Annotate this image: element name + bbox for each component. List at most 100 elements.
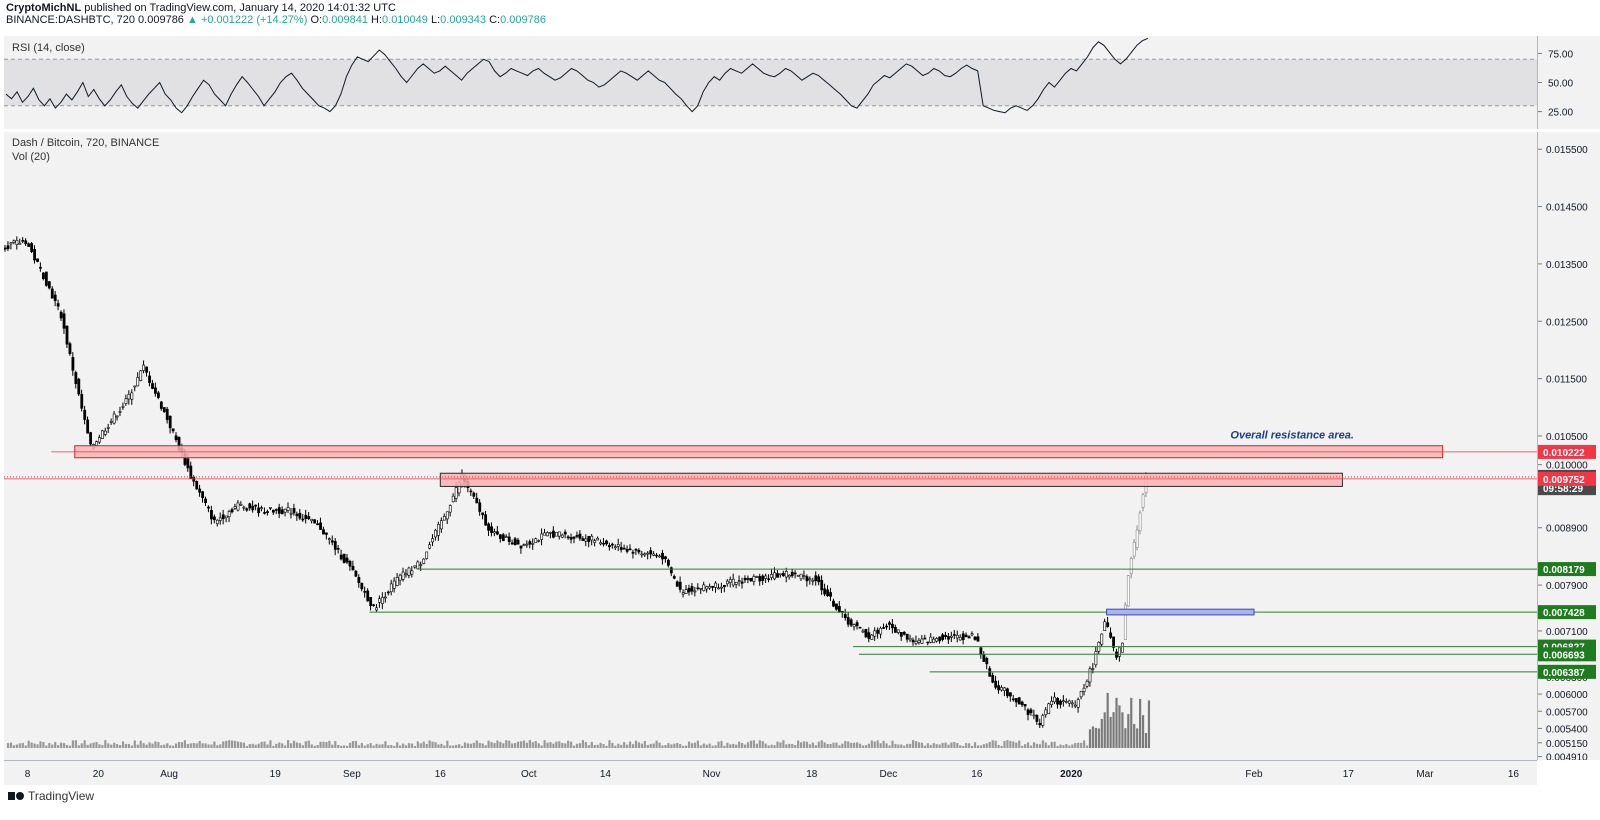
price-tick-label: 0.007900 (1546, 581, 1588, 592)
candle-body (1135, 529, 1139, 548)
price-tick-label: 0.010500 (1546, 432, 1588, 443)
candle-body (330, 540, 334, 543)
volume-bar (923, 745, 926, 748)
volume-bar (920, 742, 924, 748)
price-tick-label: 0.006000 (1546, 690, 1588, 701)
volume-bar (570, 741, 573, 748)
candle-body (195, 481, 199, 490)
candle-body (693, 590, 697, 593)
candle-body (684, 589, 688, 594)
volume-bar (95, 741, 98, 748)
time-tick-label: 8 (25, 769, 31, 780)
candle-body (749, 577, 753, 582)
candle-body (743, 577, 747, 581)
open-value: 0.009841 (322, 14, 368, 26)
volume-bar (1118, 705, 1121, 748)
volume-label[interactable]: Vol (20) (12, 151, 50, 163)
volume-bar (307, 740, 310, 748)
time-tick-label: 17 (1343, 769, 1355, 780)
candle-body (731, 578, 735, 586)
candle-body (876, 629, 880, 634)
volume-bar (399, 745, 402, 748)
candle-body (295, 513, 299, 517)
volume-bar (900, 744, 903, 748)
candle-body (705, 586, 709, 590)
volume-bar (758, 740, 761, 748)
candle-body (513, 538, 517, 546)
volume-bar (487, 740, 490, 748)
candle-body (823, 588, 827, 595)
volume-bar (298, 743, 302, 748)
candle-body (327, 538, 331, 540)
candle-body (543, 532, 546, 536)
price-axis[interactable]: 0.015500 0.014500 0.013500 0.012500 0.011500… (1537, 132, 1600, 764)
volume-bar (30, 742, 33, 748)
candle-body (103, 430, 107, 435)
candle-body (896, 629, 900, 633)
chart-title[interactable]: Dash / Bitcoin, 720, BINANCE (12, 137, 160, 149)
rsi-axis[interactable]: 75.00 50.00 25.00 (1537, 36, 1600, 129)
time-tick-label: Mar (1416, 769, 1434, 780)
volume-bar (590, 741, 593, 748)
volume-bar (853, 742, 856, 748)
candle-body (1129, 558, 1133, 574)
volume-bar (1026, 742, 1030, 748)
volume-bar (755, 743, 758, 748)
tradingview-footer[interactable]: TradingView (8, 789, 94, 803)
volume-bar (493, 743, 496, 748)
volume-bar (484, 745, 487, 748)
volume-bar (198, 740, 201, 748)
candle-body (655, 554, 659, 557)
volume-bar (431, 741, 434, 748)
volume-bar (858, 743, 862, 748)
volume-bar (835, 742, 838, 748)
volume-bar (319, 741, 322, 748)
rsi-plot (4, 37, 1537, 114)
volume-bar (670, 744, 673, 748)
volume-bar (505, 740, 508, 748)
candle-body (242, 506, 246, 509)
tradingview-logo-icon (8, 790, 24, 802)
volume-bar (546, 742, 549, 748)
rsi-label[interactable]: RSI (14, close) (12, 42, 85, 54)
candle-body (507, 536, 511, 542)
rsi-pane[interactable]: RSI (14, close) (4, 36, 1537, 129)
volume-bar (802, 741, 806, 748)
candle-body (808, 578, 812, 581)
volume-bar (950, 742, 953, 748)
candle-body (849, 619, 853, 626)
volume-bar (163, 744, 166, 748)
candle-body (86, 419, 90, 434)
volume-bar (779, 742, 782, 748)
candle-body (325, 532, 328, 535)
candle-body (1067, 700, 1071, 704)
volume-bar (773, 745, 776, 748)
candle-body (407, 567, 411, 576)
volume-bar (655, 740, 658, 748)
volume-bar (1000, 745, 1003, 748)
candle-body (165, 408, 169, 421)
volume-bar (909, 743, 912, 748)
candle-body (528, 541, 532, 545)
candle-body (681, 592, 685, 595)
volume-bar (328, 740, 331, 748)
volume-bar (1094, 727, 1097, 748)
volume-bar (776, 741, 779, 748)
candle-body (902, 632, 906, 635)
candle-body (139, 370, 143, 381)
volume-bar (101, 744, 104, 748)
time-axis[interactable]: 8 20 Aug 19 Sep 16 Oct 14 Nov 18 Dec 16 2020 Feb 17 Mar… (4, 760, 1537, 785)
candle-body (549, 532, 552, 534)
candle-body (952, 634, 956, 636)
candle-body (6, 245, 10, 249)
volume-bar (850, 742, 853, 748)
candle-body (398, 574, 402, 581)
time-tick-label: 18 (806, 769, 818, 780)
main-chart-pane[interactable]: Dash / Bitcoin, 720, BINANCE Vol (20) Ov… (3, 132, 1537, 760)
candle-body (478, 502, 482, 512)
author-name[interactable]: CryptoMichNL (6, 2, 82, 14)
candle-body (891, 623, 894, 629)
resistance-annotation: Overall resistance area. (1230, 430, 1354, 442)
volume-bar (1047, 745, 1050, 748)
volume-bar (935, 744, 938, 748)
